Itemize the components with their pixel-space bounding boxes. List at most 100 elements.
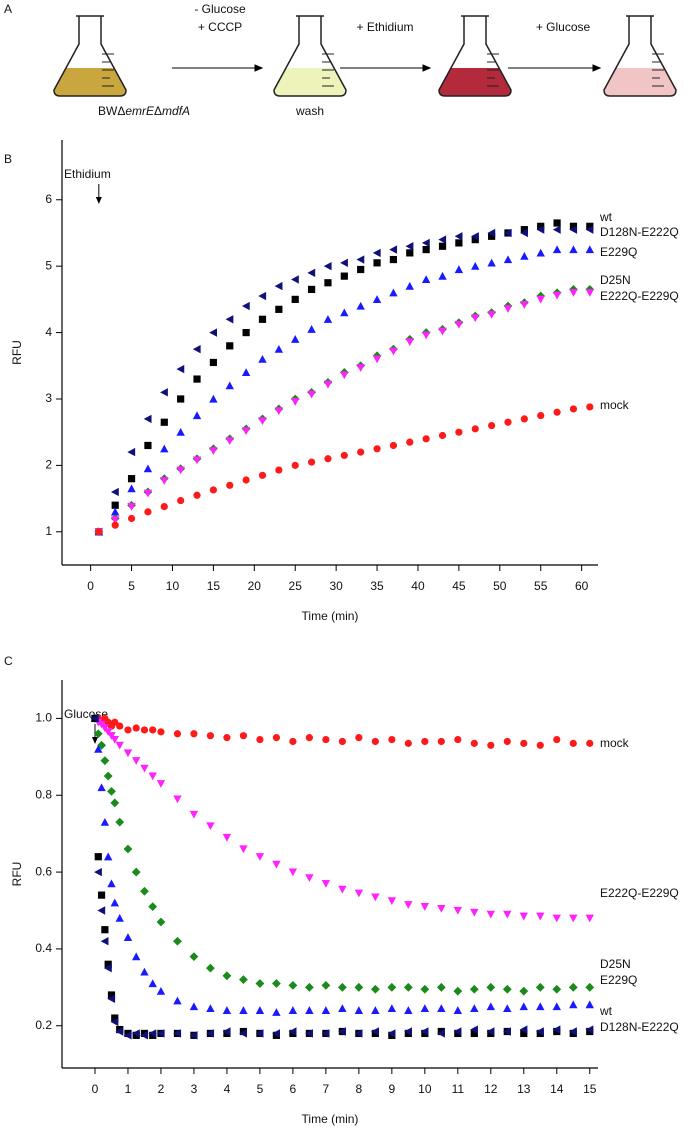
x-tick-label: 3 [191, 1082, 198, 1096]
point [324, 455, 332, 463]
y-tick-label: 4 [45, 325, 52, 339]
point [160, 502, 168, 511]
x-tick-label: 50 [493, 579, 507, 593]
point [486, 982, 496, 992]
annotation: Ethidium [64, 167, 111, 181]
x-tick-label: 25 [289, 579, 303, 593]
flask-liquid [54, 68, 126, 96]
point [502, 984, 512, 994]
point [307, 268, 316, 278]
point [338, 1027, 346, 1036]
point [100, 756, 110, 766]
point [388, 735, 396, 744]
point [226, 481, 234, 489]
point [304, 982, 314, 992]
point [127, 447, 136, 457]
point [520, 226, 528, 234]
point [107, 879, 116, 888]
point [115, 741, 124, 750]
point [288, 1006, 298, 1014]
y-tick-label: 0.8 [35, 787, 52, 801]
x-tick-label: 7 [323, 1082, 330, 1096]
point [487, 741, 495, 749]
point [569, 225, 578, 234]
point [101, 926, 109, 934]
step-label: + Glucose [536, 20, 591, 34]
point [536, 741, 544, 749]
point [123, 1031, 132, 1040]
point [354, 982, 364, 992]
point [173, 1029, 182, 1038]
point [103, 852, 113, 861]
point [552, 291, 562, 300]
point [486, 910, 495, 919]
point [291, 295, 299, 303]
point [209, 358, 217, 367]
point [503, 228, 512, 238]
point [404, 739, 412, 747]
panel-label: B [4, 152, 12, 166]
point [354, 1006, 364, 1014]
point [156, 986, 166, 995]
point [585, 1025, 594, 1034]
point [95, 528, 103, 536]
point [156, 917, 166, 927]
point [453, 906, 463, 915]
step-label: + Ethidium [356, 20, 413, 34]
x-tick-label: 10 [166, 579, 180, 593]
point [192, 411, 202, 420]
x-tick-label: 5 [128, 579, 135, 593]
point [553, 735, 561, 744]
point [586, 222, 594, 230]
x-tick-label: 13 [517, 1082, 531, 1096]
series-label: D25N [600, 273, 631, 287]
panel-label: C [4, 654, 13, 668]
point [192, 456, 202, 465]
point [132, 724, 140, 732]
point [157, 728, 165, 736]
x-tick-label: 6 [290, 1082, 297, 1096]
point [536, 1027, 544, 1036]
point [371, 1006, 380, 1014]
point [127, 502, 136, 511]
point [437, 1004, 446, 1013]
x-tick-label: 15 [583, 1082, 597, 1096]
point [438, 271, 447, 280]
strain-label: BWΔemrEΔmdfA [98, 104, 190, 118]
point [453, 986, 463, 996]
point [148, 902, 158, 912]
point [438, 242, 447, 250]
point [115, 817, 125, 827]
point [372, 295, 382, 303]
point [127, 484, 136, 493]
point [340, 371, 349, 380]
point [255, 1029, 264, 1038]
point [486, 1027, 495, 1036]
point [585, 289, 595, 297]
point [107, 991, 116, 999]
point [406, 438, 414, 446]
annotation-arrowhead [91, 737, 98, 744]
x-tick-label: 4 [224, 1082, 231, 1096]
point [225, 381, 234, 390]
point [487, 228, 496, 238]
point [324, 279, 332, 287]
point [370, 984, 380, 994]
point [471, 261, 480, 270]
point [519, 986, 529, 996]
point [209, 394, 218, 403]
point [241, 301, 250, 311]
point [404, 1027, 412, 1036]
point [536, 1002, 545, 1011]
point [272, 1008, 281, 1016]
point [454, 232, 463, 241]
x-tick-label: 0 [87, 579, 94, 593]
point [552, 245, 562, 254]
point [357, 265, 365, 274]
point [239, 732, 248, 740]
point [569, 1000, 578, 1009]
point [520, 1029, 528, 1038]
point [537, 411, 545, 420]
point [422, 245, 430, 254]
